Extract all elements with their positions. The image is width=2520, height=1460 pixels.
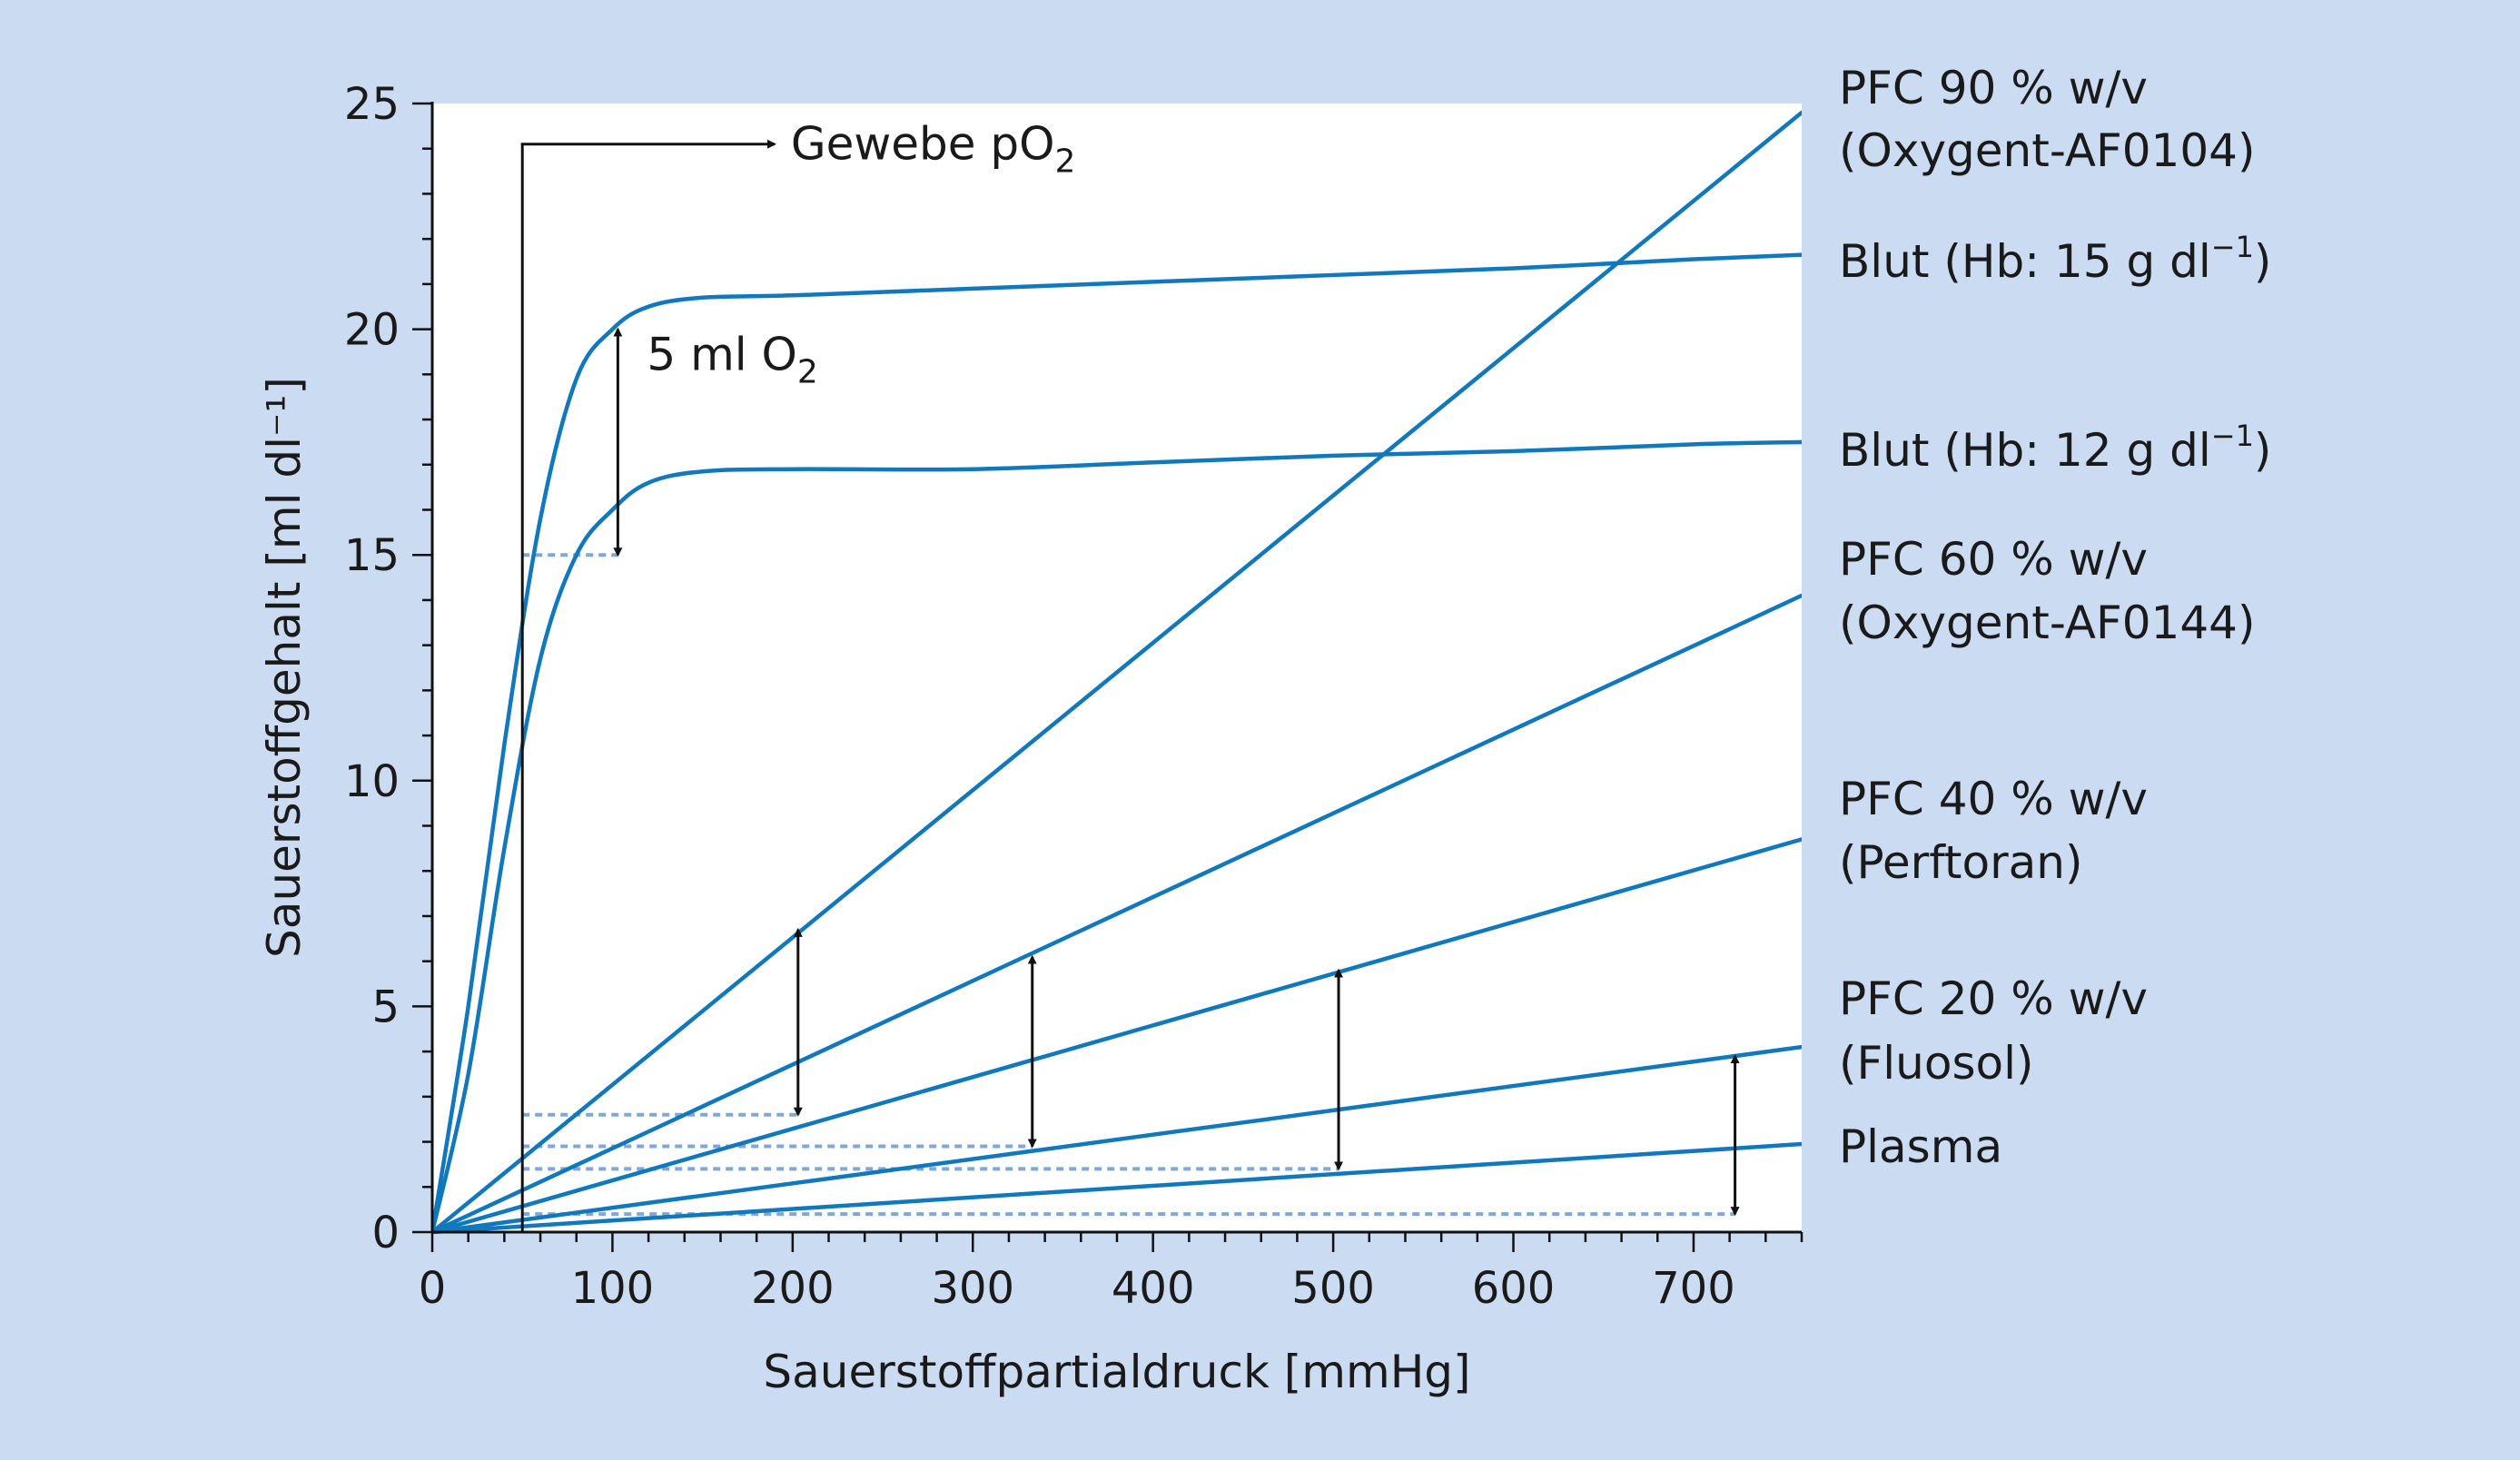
x-tick-label: 200 (751, 1263, 835, 1314)
y-tick-label: 25 (344, 79, 400, 130)
y-axis-title: Sauerstoffgehalt [ml dl⁻¹] (258, 377, 311, 958)
series-line-6 (432, 1141, 1802, 1235)
series-label-4-1: (Perftoran) (1839, 836, 2083, 889)
series-label-3-1: (Oxygent-AF0144) (1839, 597, 2256, 649)
series-line-5 (432, 1044, 1802, 1235)
x-tick-label: 700 (1652, 1263, 1735, 1314)
y-tick-label: 10 (344, 756, 400, 807)
x-tick-label: 300 (931, 1263, 1014, 1314)
x-tick-label: 600 (1472, 1263, 1556, 1314)
series-label-4-0: PFC 40 % w/v (1839, 773, 2148, 825)
y-tick-label: 20 (344, 305, 400, 356)
series-label-5-1: (Fluosol) (1839, 1037, 2033, 1090)
guide-lines (522, 553, 1735, 1217)
y-tick-label: 0 (371, 1208, 400, 1258)
series-label-0-1: (Oxygent-AF0104) (1839, 124, 2256, 177)
x-tick-label: 500 (1291, 1263, 1375, 1314)
series-label-1: Blut (Hb: 15 g dl−1) (1839, 230, 2271, 288)
series-line-2 (432, 439, 1802, 1235)
y-tick-label: 15 (344, 530, 400, 581)
series-label-0-0: PFC 90 % w/v (1839, 62, 2148, 114)
tissue-po2-label: Gewebe pO2 (791, 118, 1076, 181)
axes: 0 100 200 300 400 500 600 700 0 5 10 15 20 25 (344, 79, 1804, 1314)
series-label-5-0: PFC 20 % w/v (1839, 972, 2148, 1025)
series-line-3 (432, 593, 1802, 1235)
y-tick-label: 5 (371, 982, 400, 1032)
series-line-1 (432, 252, 1802, 1235)
x-axis-title: Sauerstoffpartialdruck [mmHg] (763, 1346, 1470, 1398)
annotations: Gewebe pO2 5 ml O2 (520, 118, 1740, 1232)
series-label-3-0: PFC 60 % w/v (1839, 533, 2148, 586)
series-line-4 (432, 837, 1802, 1235)
x-tick-label: 400 (1112, 1263, 1195, 1314)
blood-diff-label: 5 ml O2 (647, 328, 817, 390)
x-tick-label: 100 (571, 1263, 655, 1314)
series-label-6-0: Plasma (1839, 1120, 2002, 1173)
x-tick-label: 0 (419, 1263, 447, 1314)
series-line-0 (432, 110, 1802, 1235)
series-lines (432, 110, 1802, 1235)
series-label-2: Blut (Hb: 12 g dl−1) (1839, 419, 2271, 477)
series-labels: PFC 90 % w/v (Oxygent-AF0104) Blut (Hb: 15… (1839, 62, 2271, 1173)
